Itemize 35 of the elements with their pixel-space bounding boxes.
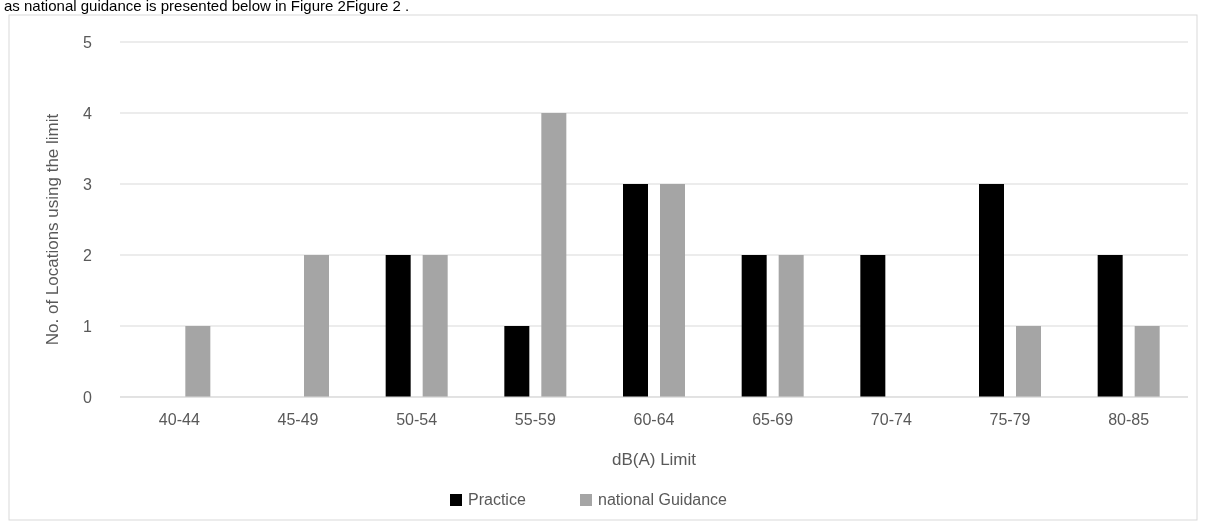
bar <box>541 113 567 397</box>
bar <box>304 255 329 397</box>
y-axis-title: No. of Locations using the limit <box>43 113 62 346</box>
bar <box>741 255 767 397</box>
legend-label: national Guidance <box>598 491 728 508</box>
y-tick-label: 5 <box>83 33 93 51</box>
bar <box>660 184 685 397</box>
x-axis-title: dB(A) Limit <box>611 450 697 469</box>
x-tick-label: 50-54 <box>396 411 438 428</box>
bar <box>1016 326 1041 397</box>
bar <box>778 255 804 397</box>
x-tick-label: 55-59 <box>514 411 556 428</box>
x-tick-label: 65-69 <box>752 411 794 428</box>
bar <box>385 255 411 397</box>
bar <box>979 184 1004 397</box>
bar <box>185 326 211 397</box>
y-tick-label: 1 <box>83 317 93 335</box>
y-tick-label: 3 <box>83 175 93 193</box>
bar <box>422 255 448 397</box>
x-tick-label: 60-64 <box>633 411 675 428</box>
x-tick-label: 80-85 <box>1108 411 1150 428</box>
x-tick-label: 70-74 <box>870 411 912 428</box>
bar <box>1134 326 1160 397</box>
legend-label: Practice <box>468 491 526 508</box>
x-tick-label: 45-49 <box>277 411 319 428</box>
y-tick-label: 4 <box>83 104 93 122</box>
bar <box>504 326 530 397</box>
text: as national guidance is presented below in Figure 2Figure 2 . <box>4 0 410 14</box>
y-tick-label: 2 <box>83 246 93 264</box>
bar <box>623 184 648 397</box>
bar <box>860 255 886 397</box>
x-tick-label: 75-79 <box>989 411 1031 428</box>
x-tick-label: 40-44 <box>158 411 200 428</box>
bar <box>1097 255 1123 397</box>
y-tick-label: 0 <box>83 388 93 406</box>
